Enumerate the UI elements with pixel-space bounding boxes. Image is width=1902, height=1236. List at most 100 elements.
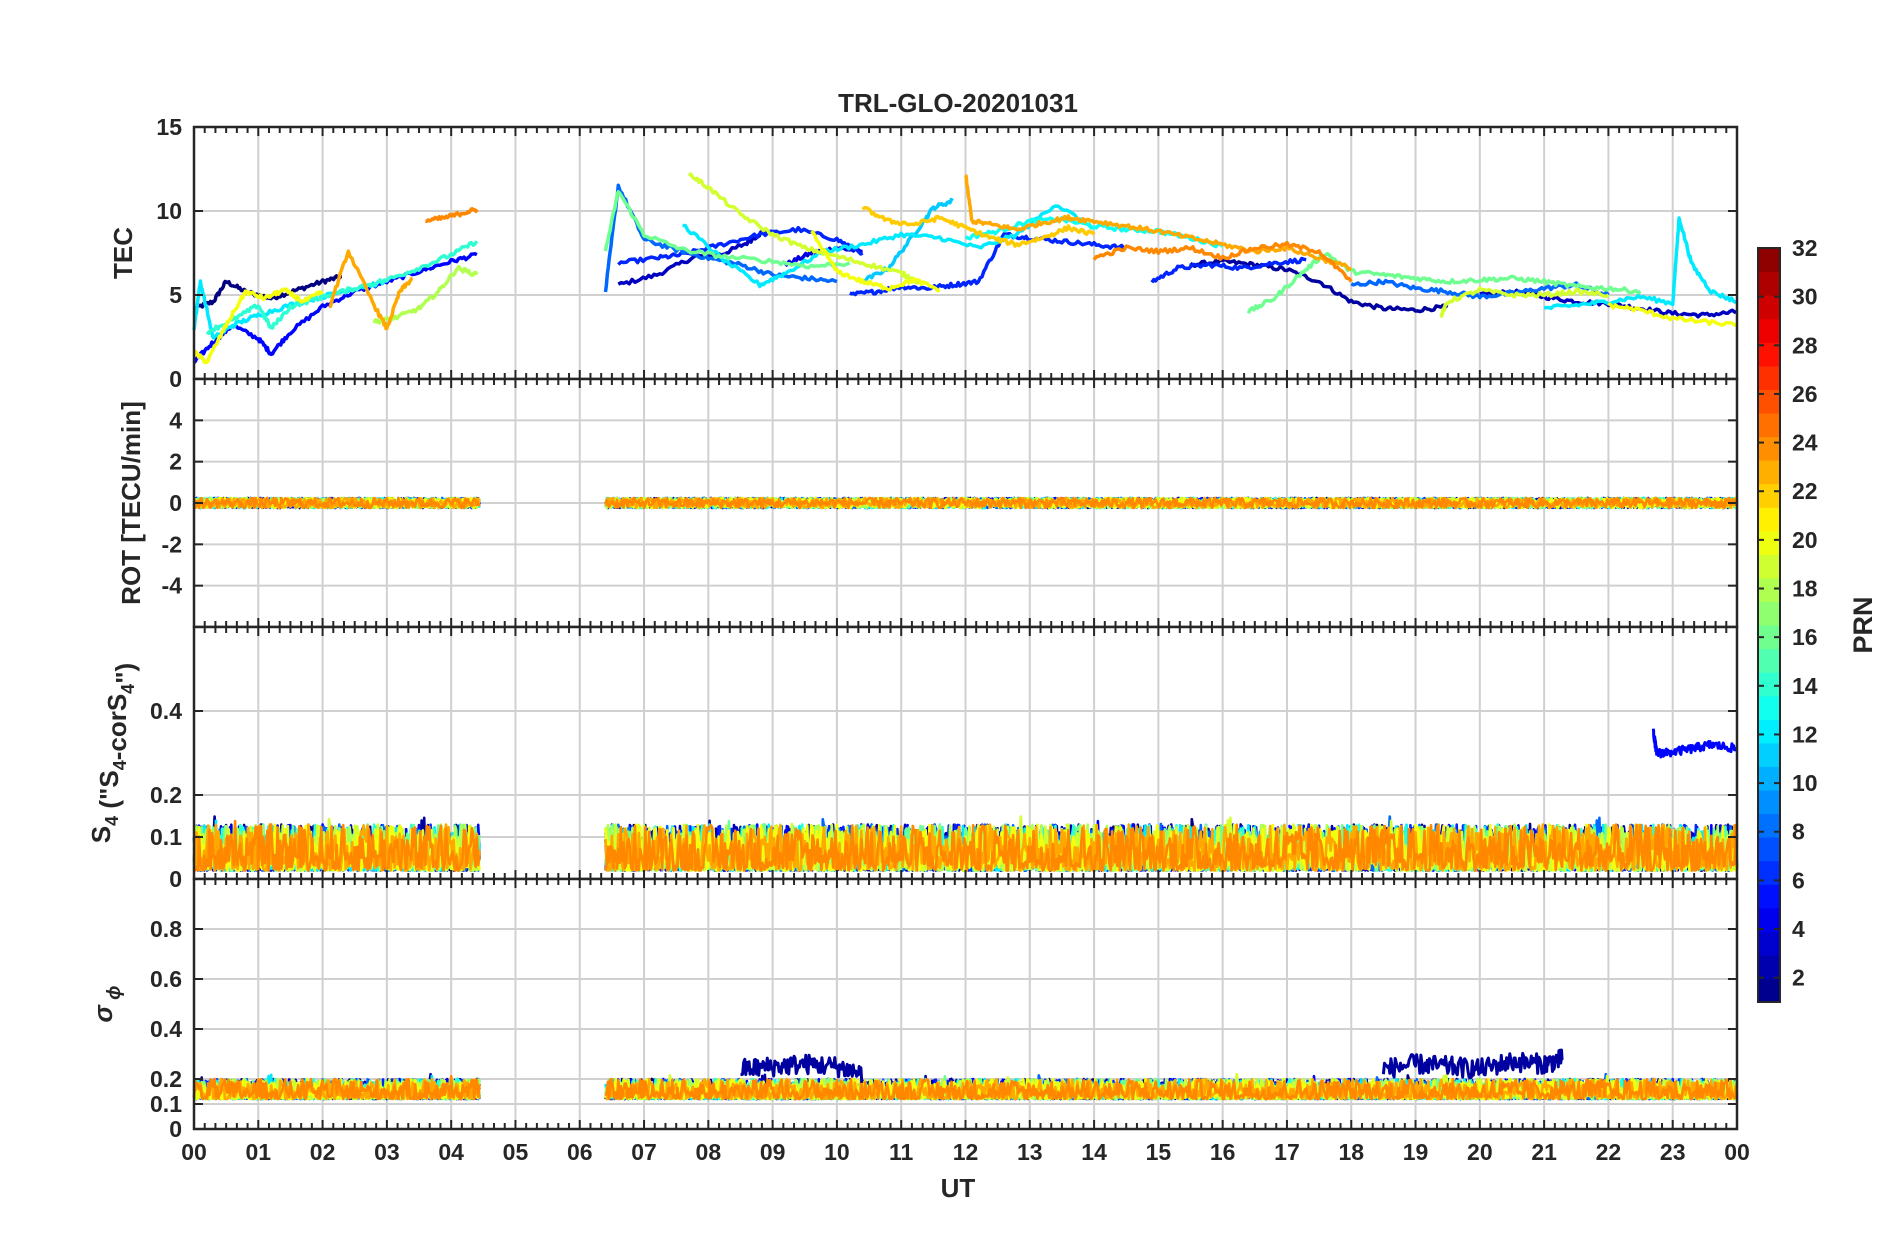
x-tick-label: 12: [953, 1139, 979, 1165]
colorbar-cell: [1758, 530, 1780, 555]
x-tick-label: 08: [696, 1139, 722, 1165]
y-tick-label: 0.4: [150, 1016, 182, 1042]
panel-rot: -4 -2 0 2 4 ROT [TECU/min]: [116, 377, 1739, 629]
y-tick-label: -4: [162, 573, 183, 599]
colorbar-cell: [1758, 460, 1780, 485]
colorbar-label: PRN: [1848, 596, 1878, 653]
colorbar-tick-label: 28: [1792, 332, 1818, 358]
tec-series-prn-2: [1189, 257, 1449, 314]
sigma_phi-highlight-prn-2: [740, 1053, 864, 1083]
x-tick-label: 19: [1403, 1139, 1429, 1165]
x-tick-label: 05: [503, 1139, 529, 1165]
colorbar-cell: [1758, 719, 1780, 744]
colorbar-cell: [1758, 837, 1780, 862]
y-axis-label: ROT [TECU/min]: [116, 401, 146, 605]
colorbar-tick-label: 8: [1792, 819, 1805, 845]
y-tick-label: 0.1: [150, 824, 182, 850]
x-tick-label: 22: [1596, 1139, 1622, 1165]
colorbar-tick-label: 30: [1792, 284, 1818, 310]
y-label-part: σ: [88, 1003, 118, 1022]
x-tick-label: 01: [245, 1139, 271, 1165]
y-label-part: S: [86, 826, 116, 843]
colorbar-cell: [1758, 907, 1780, 932]
panel-sigma_phi: 00.10.2 0.4 0.6 0.8 σ ϕ: [88, 877, 1739, 1142]
rot-series-prn-24: [604, 496, 1739, 510]
y-tick-label: 0.2: [150, 782, 182, 808]
y-tick-label: 0: [169, 366, 182, 392]
tec-series-prn-12: [1544, 216, 1738, 311]
sigma_phi-highlight-prn-2: [1381, 1048, 1564, 1080]
x-tick-label: 21: [1531, 1139, 1557, 1165]
tec-series-prn-19: [1439, 286, 1610, 318]
y-tick-label: 0: [169, 490, 182, 516]
y-tick-label: 4: [169, 407, 182, 433]
colorbar-cell: [1758, 436, 1780, 461]
colorbar-cell: [1758, 412, 1780, 438]
tec-series-prn-20: [810, 229, 941, 293]
x-tick-label: 20: [1467, 1139, 1493, 1165]
axes-frame: [192, 877, 1739, 1131]
x-tick-label: 03: [374, 1139, 400, 1165]
colorbar-cell: [1758, 931, 1780, 956]
colorbar-frame: [1757, 247, 1781, 1003]
tec-series-prn-6: [1150, 256, 1307, 284]
y-axis-label: σ ϕ: [88, 986, 125, 1023]
y-label-part: -corS: [102, 694, 132, 760]
x-tick-label: 23: [1660, 1139, 1686, 1165]
colorbar-cell: [1758, 954, 1780, 980]
s4-series-prn-24: [192, 819, 481, 872]
colorbar-tick-label: 16: [1792, 624, 1818, 650]
colorbar-cell: [1758, 766, 1780, 791]
colorbar-cell: [1758, 789, 1780, 815]
colorbar-cell: [1758, 577, 1780, 603]
colorbar-tick-label: 2: [1792, 965, 1805, 991]
colorbar-tick-label: 32: [1792, 235, 1818, 261]
panel-s4: 0 0.1 0.2 0.4 S4 ("S4-corS4"): [86, 625, 1739, 892]
colorbar-cell: [1758, 389, 1780, 414]
x-tick-label: 10: [824, 1139, 850, 1165]
y-tick-label: 0.8: [150, 916, 182, 942]
y-axis-label: S4 ("S4-corS4"): [86, 663, 140, 843]
colorbar-cell: [1758, 884, 1780, 909]
colorbar-cell: [1758, 978, 1780, 1003]
y-tick-label: 2: [169, 449, 182, 475]
x-tick-label: 00: [1724, 1139, 1750, 1165]
data-lines: [192, 496, 1739, 510]
colorbar-tick-label: 4: [1792, 916, 1805, 942]
x-tick-label: 18: [1338, 1139, 1364, 1165]
tec-series-prn-23: [328, 249, 414, 331]
tec-series-prn-24: [425, 207, 479, 223]
tec-series-prn-19: [687, 172, 922, 285]
colorbar-cell: [1758, 365, 1780, 390]
tec-series-prn-6: [617, 225, 864, 266]
y-tick-label: 0: [169, 1116, 182, 1142]
y-tick-label: 0.4: [150, 698, 182, 724]
colorbar-cell: [1758, 295, 1780, 320]
colorbar-tick-label: 26: [1792, 381, 1818, 407]
data-lines: [192, 1048, 1739, 1101]
colorbar-cell: [1758, 648, 1780, 673]
sigma_phi-series-prn-24: [604, 1077, 1739, 1101]
colorbar-cell: [1758, 271, 1780, 296]
s4-series-prn-24: [604, 823, 1739, 872]
y-label-part: 4: [102, 816, 122, 826]
y-tick-label: 0.6: [150, 966, 182, 992]
x-tick-label: 07: [631, 1139, 657, 1165]
colorbar-cell: [1758, 601, 1780, 626]
x-tick-label: 02: [310, 1139, 336, 1165]
colorbar-tick-label: 24: [1792, 430, 1818, 456]
y-tick-label: 0: [169, 866, 182, 892]
data-lines: [192, 728, 1739, 872]
x-tick-label: 13: [1017, 1139, 1043, 1165]
colorbar-tick-label: 22: [1792, 478, 1818, 504]
tec-series-prn-16: [1246, 251, 1642, 315]
colorbar-cell: [1758, 318, 1780, 343]
chart-title: TRL-GLO-20201031: [838, 88, 1078, 118]
x-tick-label: 17: [1274, 1139, 1300, 1165]
colorbar-cell: [1758, 672, 1780, 697]
y-tick-label: -2: [162, 531, 182, 557]
y-label-part: 4: [110, 760, 130, 770]
